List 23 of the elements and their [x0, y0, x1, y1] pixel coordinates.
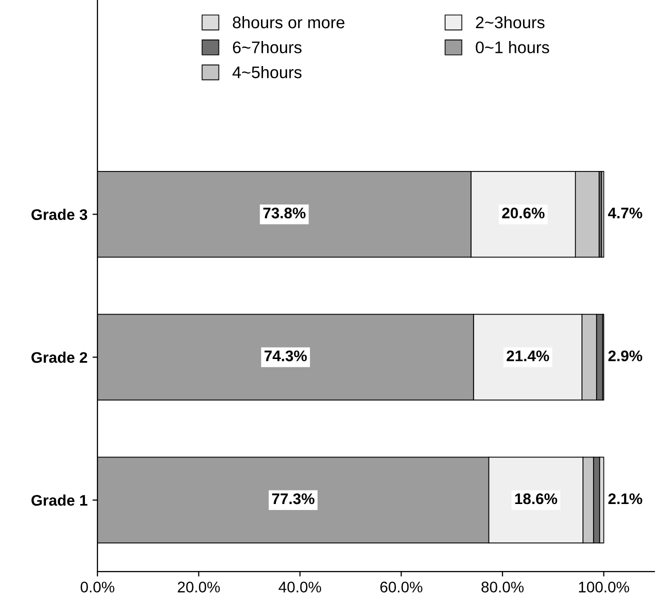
x-tick-label: 60.0%: [380, 582, 422, 592]
legend-label: 4~5hours: [232, 66, 302, 78]
data-label: 2.1%: [608, 493, 642, 504]
data-label: 20.6%: [502, 208, 545, 218]
legend-label: 0~1 hours: [476, 41, 550, 54]
data-label: 4.7%: [608, 208, 642, 218]
x-tick-label: 0.0%: [80, 582, 114, 592]
data-label: 18.6%: [515, 493, 558, 504]
data-label: 73.8%: [263, 208, 306, 218]
legend-label: 6~7hours: [232, 41, 302, 54]
data-label: 74.3%: [264, 350, 307, 362]
legend-label: 8hours or more: [232, 16, 344, 28]
data-label: 77.3%: [272, 493, 314, 504]
y-tick-label: Grade 2: [31, 352, 88, 363]
data-label: 21.4%: [506, 350, 550, 362]
x-tick-label: 40.0%: [278, 582, 322, 592]
legend-label: 2~3hours: [476, 16, 544, 28]
x-tick-label: 20.0%: [178, 582, 220, 592]
y-tick-label: Grade 1: [31, 494, 88, 506]
y-tick-label: Grade 3: [31, 208, 88, 220]
x-tick-label: 80.0%: [482, 582, 524, 592]
data-label: 2.9%: [608, 350, 642, 362]
x-tick-label: 100.0%: [579, 582, 630, 592]
